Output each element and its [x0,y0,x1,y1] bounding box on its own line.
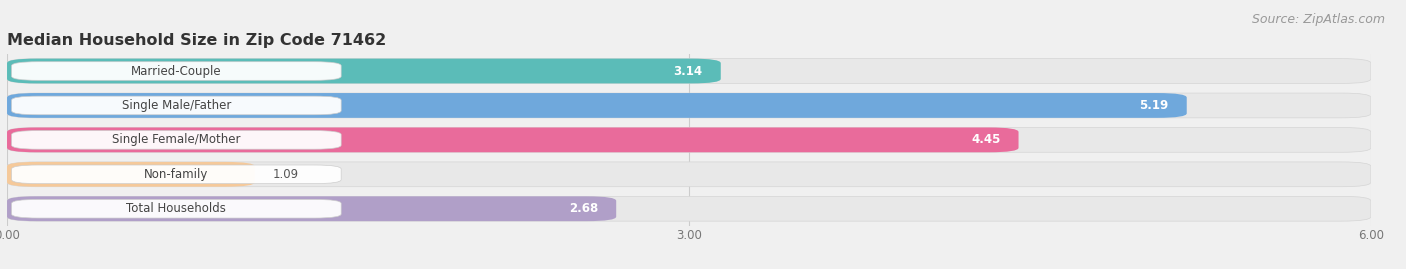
FancyBboxPatch shape [7,93,1371,118]
FancyBboxPatch shape [7,59,721,83]
FancyBboxPatch shape [7,162,254,187]
Text: Married-Couple: Married-Couple [131,65,222,77]
Text: Total Households: Total Households [127,202,226,215]
FancyBboxPatch shape [7,196,616,221]
Text: 4.45: 4.45 [972,133,1000,146]
Text: Non-family: Non-family [145,168,208,181]
FancyBboxPatch shape [11,96,342,115]
Text: 3.14: 3.14 [673,65,703,77]
FancyBboxPatch shape [7,93,1187,118]
FancyBboxPatch shape [11,165,342,184]
FancyBboxPatch shape [7,196,1371,221]
FancyBboxPatch shape [7,162,1371,187]
Text: Single Female/Mother: Single Female/Mother [112,133,240,146]
FancyBboxPatch shape [11,130,342,149]
Text: 5.19: 5.19 [1139,99,1168,112]
Text: Source: ZipAtlas.com: Source: ZipAtlas.com [1251,13,1385,26]
Text: 1.09: 1.09 [273,168,299,181]
FancyBboxPatch shape [11,62,342,80]
FancyBboxPatch shape [7,128,1371,152]
FancyBboxPatch shape [7,128,1018,152]
Text: Single Male/Father: Single Male/Father [122,99,231,112]
FancyBboxPatch shape [11,199,342,218]
FancyBboxPatch shape [7,59,1371,83]
Text: Median Household Size in Zip Code 71462: Median Household Size in Zip Code 71462 [7,33,387,48]
Text: 2.68: 2.68 [569,202,598,215]
